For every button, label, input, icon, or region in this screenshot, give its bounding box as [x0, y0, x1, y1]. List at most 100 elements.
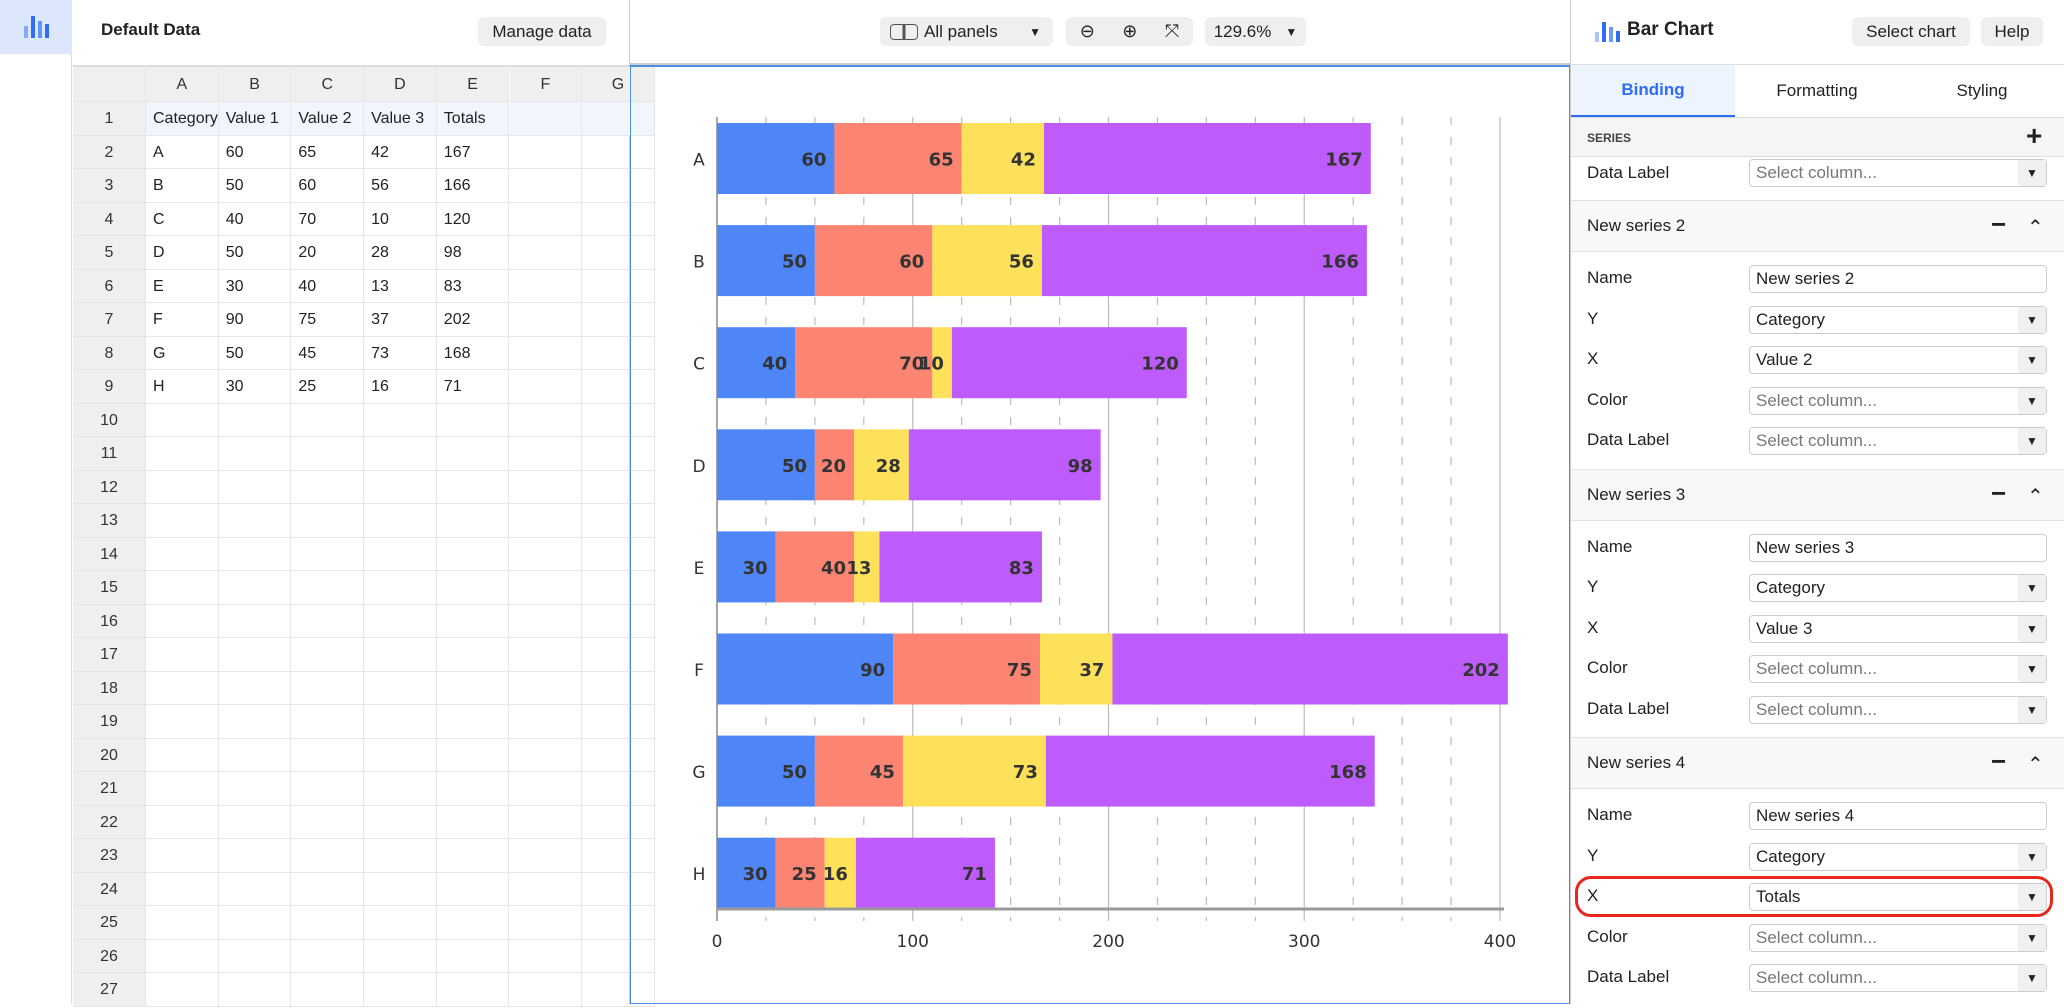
- table-cell[interactable]: [582, 939, 655, 973]
- chevron-up-icon[interactable]: ⌃: [2027, 754, 2044, 776]
- table-cell[interactable]: [582, 403, 655, 437]
- table-cell[interactable]: [364, 437, 437, 471]
- table-cell[interactable]: [291, 403, 365, 437]
- table-cell[interactable]: [364, 839, 437, 873]
- table-cell[interactable]: [509, 437, 583, 471]
- table-cell[interactable]: 168: [436, 336, 510, 370]
- table-cell[interactable]: [582, 269, 655, 303]
- row-header[interactable]: 26: [73, 939, 146, 973]
- table-cell[interactable]: [291, 470, 365, 504]
- table-cell[interactable]: [364, 872, 437, 906]
- table-cell[interactable]: [291, 839, 365, 873]
- table-cell[interactable]: 30: [218, 370, 292, 404]
- table-cell[interactable]: [436, 973, 510, 1007]
- table-cell[interactable]: [364, 973, 437, 1007]
- table-cell[interactable]: [146, 772, 219, 806]
- zoom-out-icon[interactable]: ⊖: [1079, 21, 1095, 41]
- table-cell[interactable]: [291, 671, 365, 705]
- row-header[interactable]: 21: [73, 772, 146, 806]
- column-header[interactable]: A: [146, 67, 219, 102]
- table-cell[interactable]: [291, 772, 365, 806]
- table-cell[interactable]: 37: [364, 303, 437, 337]
- row-header[interactable]: 10: [73, 403, 146, 437]
- table-cell[interactable]: [582, 169, 655, 203]
- table-cell[interactable]: 45: [291, 336, 365, 370]
- table-cell[interactable]: [436, 504, 510, 538]
- table-cell[interactable]: [364, 939, 437, 973]
- table-cell[interactable]: [364, 671, 437, 705]
- row-header[interactable]: 6: [73, 269, 146, 303]
- series-header[interactable]: New series 4 − ⌃: [1571, 737, 2064, 789]
- data-label-select[interactable]: Select column... ▼: [1749, 159, 2047, 187]
- color-select[interactable]: Select column... ▼: [1749, 386, 2047, 415]
- row-header[interactable]: 15: [73, 571, 146, 605]
- column-header[interactable]: F: [509, 67, 583, 102]
- zoom-level-dropdown[interactable]: 129.6% ▼: [1205, 17, 1306, 46]
- table-cell[interactable]: [436, 638, 510, 672]
- table-cell[interactable]: Value 3: [364, 102, 437, 136]
- table-cell[interactable]: A: [146, 135, 219, 169]
- table-cell[interactable]: [509, 370, 583, 404]
- table-cell[interactable]: [582, 202, 655, 236]
- row-header[interactable]: 4: [73, 202, 146, 236]
- table-cell[interactable]: [509, 504, 583, 538]
- data-label-select[interactable]: Select column... ▼: [1749, 695, 2047, 724]
- table-cell[interactable]: [509, 604, 583, 638]
- table-cell[interactable]: [436, 772, 510, 806]
- table-cell[interactable]: 75: [291, 303, 365, 337]
- table-cell[interactable]: [582, 135, 655, 169]
- table-cell[interactable]: 60: [218, 135, 292, 169]
- table-cell[interactable]: [582, 470, 655, 504]
- table-cell[interactable]: G: [146, 336, 219, 370]
- table-cell[interactable]: [509, 906, 583, 940]
- row-header[interactable]: 11: [73, 437, 146, 471]
- remove-series-icon[interactable]: −: [1991, 746, 2007, 776]
- y-select[interactable]: Category ▼: [1749, 305, 2047, 334]
- y-select[interactable]: Category ▼: [1749, 574, 2047, 602]
- table-cell[interactable]: 28: [364, 236, 437, 270]
- table-cell[interactable]: [436, 872, 510, 906]
- table-cell[interactable]: Category: [146, 102, 219, 136]
- table-cell[interactable]: [509, 202, 583, 236]
- table-cell[interactable]: [436, 470, 510, 504]
- table-cell[interactable]: [218, 537, 292, 571]
- table-cell[interactable]: [218, 403, 292, 437]
- series-name-input[interactable]: New series 4: [1749, 802, 2047, 830]
- column-header[interactable]: B: [218, 67, 292, 102]
- table-cell[interactable]: [146, 939, 219, 973]
- table-cell[interactable]: [582, 537, 655, 571]
- table-cell[interactable]: 42: [364, 135, 437, 169]
- row-header[interactable]: 27: [73, 973, 146, 1007]
- help-button[interactable]: Help: [1981, 17, 2043, 46]
- table-cell[interactable]: [509, 939, 583, 973]
- table-cell[interactable]: 25: [291, 370, 365, 404]
- table-cell[interactable]: 120: [436, 202, 510, 236]
- row-header[interactable]: 3: [73, 169, 146, 203]
- table-cell[interactable]: [218, 504, 292, 538]
- table-cell[interactable]: [364, 571, 437, 605]
- table-cell[interactable]: [509, 470, 583, 504]
- table-cell[interactable]: [218, 805, 292, 839]
- table-cell[interactable]: [291, 906, 365, 940]
- table-cell[interactable]: [218, 470, 292, 504]
- table-cell[interactable]: [218, 906, 292, 940]
- table-cell[interactable]: 60: [291, 169, 365, 203]
- table-cell[interactable]: [291, 973, 365, 1007]
- row-header[interactable]: 17: [73, 638, 146, 672]
- table-cell[interactable]: [436, 571, 510, 605]
- table-cell[interactable]: [582, 604, 655, 638]
- table-cell[interactable]: [218, 604, 292, 638]
- chevron-up-icon[interactable]: ⌃: [2027, 217, 2044, 239]
- table-cell[interactable]: 50: [218, 169, 292, 203]
- table-cell[interactable]: [582, 906, 655, 940]
- data-label-select[interactable]: Select column... ▼: [1749, 427, 2047, 455]
- table-cell[interactable]: [218, 772, 292, 806]
- chevron-up-icon[interactable]: ⌃: [2027, 485, 2044, 508]
- tab-formatting[interactable]: Formatting: [1776, 81, 1858, 100]
- table-cell[interactable]: 10: [364, 202, 437, 236]
- table-cell[interactable]: [509, 705, 583, 739]
- table-cell[interactable]: [509, 772, 583, 806]
- table-cell[interactable]: [436, 403, 510, 437]
- table-cell[interactable]: [218, 437, 292, 471]
- table-cell[interactable]: [146, 671, 219, 705]
